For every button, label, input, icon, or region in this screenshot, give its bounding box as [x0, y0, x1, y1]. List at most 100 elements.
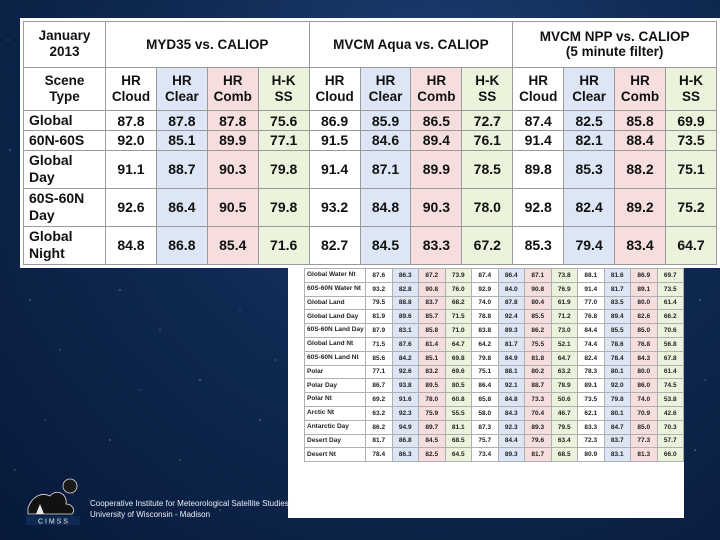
- row-label: Global: [23, 110, 106, 131]
- detail-cell: 63.2: [550, 364, 578, 380]
- detail-cell: 92.9: [471, 281, 499, 297]
- table-cell: 84.6: [359, 129, 412, 151]
- footer-university: University of Wisconsin - Madison: [90, 510, 211, 519]
- detail-cell: 79.5: [365, 295, 393, 311]
- table-row: Global Night 84.8 86.8 85.4 71.6 82.7 84.5 83.3 6…: [23, 225, 718, 266]
- detail-row: Antarctic Day 86.2 94.9 89.7 81.1 87.3 92.3 89.…: [304, 419, 684, 435]
- detail-cell: 80.4: [524, 295, 552, 311]
- detail-cell: 73.8: [550, 268, 578, 283]
- table-cell: 89.9: [206, 129, 259, 151]
- table-row: Global Day 91.1 88.7 90.3 79.8 91.4 87.1 89.9 78.…: [23, 149, 718, 189]
- detail-cell: 64.5: [444, 447, 472, 463]
- detail-row-label: 60S-60N Land Day: [304, 323, 366, 338]
- detail-cell: 73.0: [550, 323, 578, 338]
- row-label: Global Night: [23, 225, 106, 266]
- detail-cell: 46.7: [550, 405, 578, 421]
- detail-cell: 83.1: [391, 323, 419, 338]
- table-cell: 92.8: [512, 187, 565, 227]
- detail-cell: 91.6: [391, 392, 419, 407]
- detail-cell: 63.4: [550, 433, 578, 449]
- detail-cell: 56.8: [656, 336, 684, 352]
- detail-cell: 69.2: [365, 392, 393, 407]
- detail-cell: 79.8: [603, 392, 631, 407]
- detail-cell: 71.5: [365, 336, 393, 352]
- table-cell: 82.7: [308, 225, 361, 266]
- table-cell: 77.1: [257, 129, 310, 151]
- row-label: 60S-60N Day: [23, 187, 106, 227]
- detail-cell: 82.5: [418, 447, 446, 463]
- table-cell: 64.7: [664, 225, 718, 266]
- detail-cell: 65.8: [471, 392, 499, 407]
- detail-cell: 89.3: [497, 323, 525, 338]
- detail-cell: 86.4: [471, 378, 499, 394]
- detail-cell: 87.8: [497, 295, 525, 311]
- table-cell: 76.1: [461, 129, 514, 151]
- detail-cell: 80.9: [577, 447, 605, 463]
- detail-cell: 75.1: [471, 364, 499, 380]
- main-table: January 2013 MYD35 vs. CALIOP MVCM Aqua …: [23, 21, 718, 266]
- table-cell: 91.4: [512, 129, 565, 151]
- detail-cell: 84.4: [497, 433, 525, 449]
- detail-cell: 93.8: [391, 378, 419, 394]
- detail-cell: 77.3: [630, 433, 658, 449]
- table-row: Global 87.8 87.8 87.8 75.6 86.9 85.9 86.5 72.7 87…: [23, 110, 718, 131]
- detail-cell: 80.2: [524, 364, 552, 380]
- detail-cell: 73.5: [577, 392, 605, 407]
- detail-row-label: Arctic Nt: [304, 405, 366, 421]
- detail-row: 60S-60N Water Nt 93.2 82.8 90.8 76.0 92.9 84.0…: [304, 281, 684, 297]
- detail-cell: 72.3: [577, 433, 605, 449]
- row-label: 60N-60S: [23, 129, 106, 151]
- detail-cell: 78.3: [577, 364, 605, 380]
- detail-cell: 92.4: [497, 309, 525, 325]
- detail-cell: 74.5: [656, 378, 684, 394]
- table-cell: 84.5: [359, 225, 412, 266]
- detail-cell: 78.4: [365, 447, 393, 463]
- table-cell: 79.8: [257, 149, 310, 189]
- detail-cell: 86.0: [630, 378, 658, 394]
- table-cell: 78.5: [461, 149, 514, 189]
- detail-row: Global Land Day 81.9 89.6 85.7 71.5 78.8 92.4 8…: [304, 309, 684, 325]
- detail-cell: 76.9: [550, 281, 578, 297]
- detail-cell: 70.9: [630, 405, 658, 421]
- detail-cell: 88.8: [391, 295, 419, 311]
- table-cell: 79.4: [563, 225, 616, 266]
- table-cell: 85.1: [155, 129, 208, 151]
- detail-cell: 84.7: [603, 419, 631, 435]
- metric-header: HR Clear: [155, 66, 208, 112]
- detail-cell: 74.0: [630, 392, 658, 407]
- detail-cell: 63.2: [365, 405, 393, 421]
- detail-row-label: Polar: [304, 364, 366, 380]
- table-cell: 85.3: [563, 149, 616, 189]
- detail-cell: 80.1: [603, 364, 631, 380]
- detail-cell: 90.8: [524, 281, 552, 297]
- detail-cell: 83.7: [603, 433, 631, 449]
- detail-cell: 57.7: [656, 433, 684, 449]
- detail-cell: 78.6: [603, 336, 631, 352]
- detail-cell: 62.1: [577, 405, 605, 421]
- detail-cell: 84.5: [418, 433, 446, 449]
- table-cell: 91.1: [105, 149, 157, 189]
- detail-cell: 81.6: [603, 268, 631, 283]
- detail-cell: 93.2: [365, 281, 393, 297]
- detail-cell: 71.5: [444, 309, 472, 325]
- detail-cell: 92.0: [603, 378, 631, 394]
- detail-cell: 78.9: [550, 378, 578, 394]
- detail-cell: 84.3: [497, 405, 525, 421]
- table-cell: 86.9: [308, 110, 361, 131]
- small-table-left-edge: [288, 268, 304, 518]
- detail-row: 60S-60N Land Day 87.9 83.1 85.8 71.0 83.8 89.3…: [304, 323, 684, 338]
- detail-row-label: Antarctic Day: [304, 419, 366, 435]
- main-table-card: January 2013 MYD35 vs. CALIOP MVCM Aqua …: [20, 18, 720, 268]
- detail-cell: 89.1: [577, 378, 605, 394]
- detail-cell: 83.1: [603, 447, 631, 463]
- cimss-logo-icon: C I M S S: [26, 478, 80, 526]
- detail-cell: 82.4: [577, 350, 605, 366]
- detail-cell: 89.3: [524, 419, 552, 435]
- detail-cell: 60.8: [444, 392, 472, 407]
- detail-cell: 78.4: [603, 350, 631, 366]
- table-cell: 75.2: [664, 187, 718, 227]
- table-cell: 79.8: [257, 187, 310, 227]
- detail-cell: 86.2: [365, 419, 393, 435]
- detail-cell: 85.8: [418, 323, 446, 338]
